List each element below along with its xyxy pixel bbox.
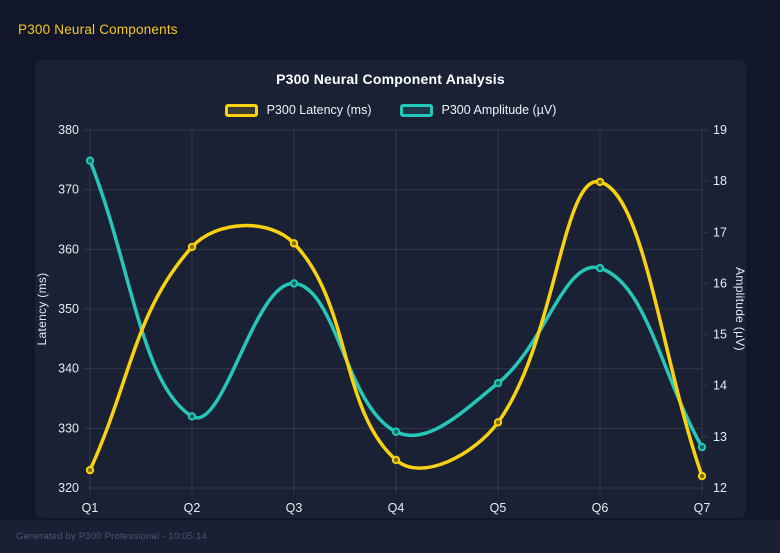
footer-bar: Generated by P300 Professional - 10:05:1… bbox=[0, 520, 780, 553]
footer-text: Generated by P300 Professional - 10:05:1… bbox=[16, 531, 207, 542]
data-point-latency-q7[interactable] bbox=[697, 471, 707, 481]
right-axis-title: Amplitude (µV) bbox=[733, 267, 746, 351]
left-tick-label-350: 350 bbox=[58, 302, 79, 316]
right-tick-label-16: 16 bbox=[713, 276, 727, 290]
legend-label-latency: P300 Latency (ms) bbox=[266, 103, 372, 117]
left-tick-label-380: 380 bbox=[58, 123, 79, 137]
left-tick-label-360: 360 bbox=[58, 242, 79, 256]
data-point-latency-q2[interactable] bbox=[187, 242, 197, 252]
legend-item-amplitude[interactable]: P300 Amplitude (µV) bbox=[399, 103, 557, 117]
right-tick-label-14: 14 bbox=[713, 379, 727, 393]
x-axis-label-Q1: Q1 bbox=[82, 501, 99, 515]
data-point-amplitude-q7[interactable] bbox=[697, 442, 707, 452]
data-point-latency-q4[interactable] bbox=[391, 455, 401, 465]
data-point-latency-q3[interactable] bbox=[289, 239, 299, 248]
data-point-amplitude-q1[interactable] bbox=[85, 156, 95, 165]
data-point-amplitude-q6[interactable] bbox=[595, 263, 605, 273]
chart-card: P300 Neural Component Analysis P300 Late… bbox=[35, 60, 746, 518]
data-point-amplitude-q5[interactable] bbox=[493, 378, 503, 388]
data-point-amplitude-q3[interactable] bbox=[289, 279, 299, 288]
legend-swatch-amplitude-icon bbox=[399, 103, 433, 117]
right-tick-label-19: 19 bbox=[713, 123, 727, 137]
legend-item-latency[interactable]: P300 Latency (ms) bbox=[224, 103, 372, 117]
x-axis-label-Q7: Q7 bbox=[694, 501, 711, 515]
chart-legend: P300 Latency (ms) P300 Amplitude (µV) bbox=[35, 103, 746, 117]
data-point-latency-q1[interactable] bbox=[85, 465, 95, 475]
left-axis-title: Latency (ms) bbox=[35, 273, 49, 346]
left-tick-label-340: 340 bbox=[58, 362, 79, 376]
left-tick-label-370: 370 bbox=[58, 183, 79, 197]
x-axis-label-Q3: Q3 bbox=[286, 501, 303, 515]
x-axis-label-Q2: Q2 bbox=[184, 501, 201, 515]
data-point-amplitude-q4[interactable] bbox=[391, 427, 401, 436]
left-tick-label-330: 330 bbox=[58, 421, 79, 435]
data-point-latency-q6[interactable] bbox=[595, 177, 605, 187]
legend-swatch-latency-icon bbox=[224, 103, 258, 117]
chart-title: P300 Neural Component Analysis bbox=[276, 71, 505, 87]
legend-label-amplitude: P300 Amplitude (µV) bbox=[441, 103, 557, 117]
right-tick-label-13: 13 bbox=[713, 430, 727, 444]
data-point-amplitude-q2[interactable] bbox=[187, 412, 197, 421]
right-tick-label-12: 12 bbox=[713, 481, 727, 495]
data-point-latency-q5[interactable] bbox=[493, 418, 503, 427]
right-tick-label-18: 18 bbox=[713, 174, 727, 188]
header-title: P300 Neural Components bbox=[18, 22, 178, 37]
chart-canvas[interactable]: 320 330 340 350 360 370 380 12 13 14 15 16 17 18 19 Q1 Q… bbox=[35, 60, 746, 518]
right-tick-label-17: 17 bbox=[713, 225, 727, 239]
x-axis-label-Q6: Q6 bbox=[592, 501, 609, 515]
x-axis-label-Q4: Q4 bbox=[388, 501, 405, 515]
right-tick-label-15: 15 bbox=[713, 328, 727, 342]
left-tick-label-320: 320 bbox=[58, 481, 79, 495]
x-axis-label-Q5: Q5 bbox=[490, 501, 507, 515]
